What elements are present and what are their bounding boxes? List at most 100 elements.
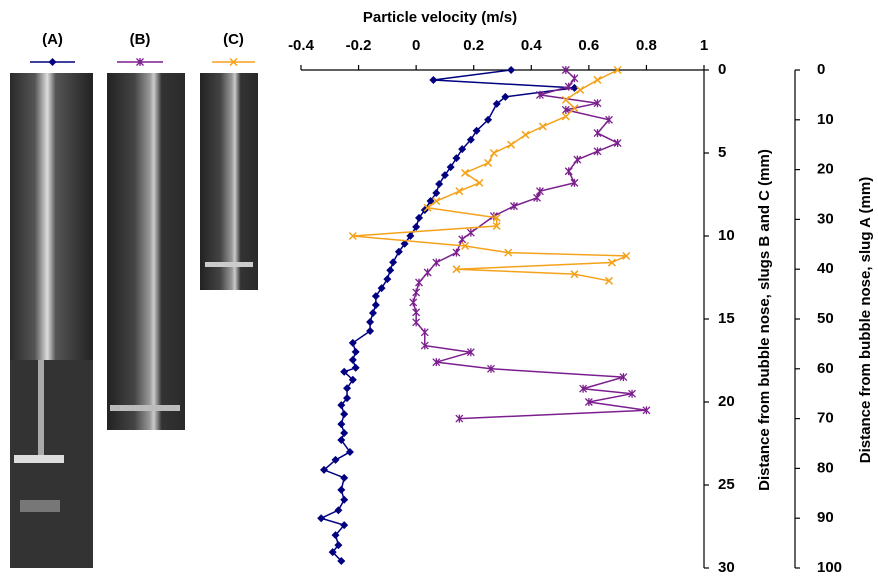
marker — [507, 140, 516, 149]
marker — [564, 82, 573, 91]
marker — [564, 167, 573, 176]
marker — [337, 485, 346, 494]
marker — [371, 292, 380, 301]
marker — [340, 521, 349, 530]
marker — [570, 178, 579, 187]
marker — [561, 105, 570, 114]
marker — [426, 196, 435, 205]
marker — [420, 328, 429, 337]
marker — [579, 384, 588, 393]
marker — [466, 135, 475, 144]
marker — [400, 239, 409, 248]
marker — [461, 168, 470, 177]
y2-tick-label: 20 — [817, 161, 834, 178]
marker — [458, 145, 467, 154]
marker — [452, 248, 461, 257]
photo-b — [107, 73, 185, 430]
marker — [423, 268, 432, 277]
marker — [605, 115, 613, 124]
x-tick-label: 0.8 — [636, 37, 657, 54]
marker — [504, 248, 513, 257]
legend-label: (C) — [223, 31, 244, 48]
marker — [340, 473, 349, 482]
marker — [337, 557, 346, 566]
y-axis-label: Distance from bubble nose, slugs B and C… — [756, 149, 773, 491]
marker — [561, 112, 570, 121]
marker — [377, 284, 386, 293]
marker — [455, 187, 464, 196]
marker — [628, 389, 636, 398]
y2-tick-label: 0 — [817, 61, 825, 78]
marker — [593, 147, 602, 156]
marker — [561, 95, 570, 104]
marker — [406, 231, 415, 240]
marker — [492, 213, 501, 222]
y2-tick-label: 50 — [817, 310, 834, 327]
marker — [432, 189, 441, 198]
marker — [642, 406, 651, 415]
marker — [570, 104, 579, 113]
marker — [348, 231, 357, 241]
marker — [607, 258, 616, 267]
marker — [432, 258, 441, 267]
legend-marker — [229, 57, 238, 67]
marker — [415, 278, 423, 287]
y-tick-label: 20 — [718, 393, 735, 410]
marker — [343, 384, 352, 393]
marker — [423, 203, 432, 212]
y2-tick-label: 30 — [817, 210, 834, 227]
marker — [604, 276, 614, 285]
y-tick-label: 0 — [718, 61, 726, 78]
marker — [366, 317, 375, 326]
marker — [340, 367, 349, 376]
marker — [351, 347, 360, 356]
x-tick-label: 1 — [700, 37, 708, 54]
y2-tick-label: 10 — [817, 111, 834, 128]
y2-tick-label: 60 — [817, 360, 834, 377]
marker — [613, 65, 622, 75]
marker — [412, 288, 421, 297]
marker — [343, 394, 352, 403]
marker — [340, 410, 349, 419]
y-tick-label: 15 — [718, 310, 735, 327]
marker — [576, 85, 585, 94]
marker — [429, 75, 438, 84]
marker — [317, 514, 326, 523]
marker — [538, 122, 547, 131]
legend-label: (A) — [42, 31, 63, 48]
y2-tick-label: 70 — [817, 410, 834, 427]
marker — [561, 66, 570, 74]
marker — [510, 202, 518, 211]
marker — [492, 99, 501, 108]
y2-axis-label: Distance from bubble nose, slug A (mm) — [857, 177, 874, 463]
photo-a — [10, 73, 93, 568]
marker — [593, 75, 602, 84]
chart-title: Particle velocity (m/s) — [363, 9, 517, 26]
marker — [440, 171, 449, 180]
y2-tick-label: 100 — [817, 559, 842, 576]
marker — [394, 247, 403, 256]
marker — [533, 193, 542, 202]
marker — [475, 178, 484, 187]
x-tick-label: 0.6 — [578, 37, 599, 54]
marker — [432, 358, 441, 367]
marker — [345, 447, 354, 456]
marker — [570, 83, 579, 92]
marker — [622, 251, 631, 260]
marker — [337, 420, 346, 429]
marker — [521, 130, 530, 139]
marker — [412, 222, 421, 231]
marker — [507, 66, 516, 74]
marker — [389, 258, 398, 267]
marker — [337, 401, 346, 410]
marker — [472, 126, 481, 135]
marker — [466, 348, 475, 357]
marker — [573, 155, 582, 164]
marker — [320, 465, 329, 474]
marker — [484, 158, 493, 167]
marker — [446, 163, 455, 172]
y2-tick-label: 90 — [817, 509, 834, 526]
legend-label: (B) — [130, 31, 151, 48]
marker — [334, 506, 343, 515]
